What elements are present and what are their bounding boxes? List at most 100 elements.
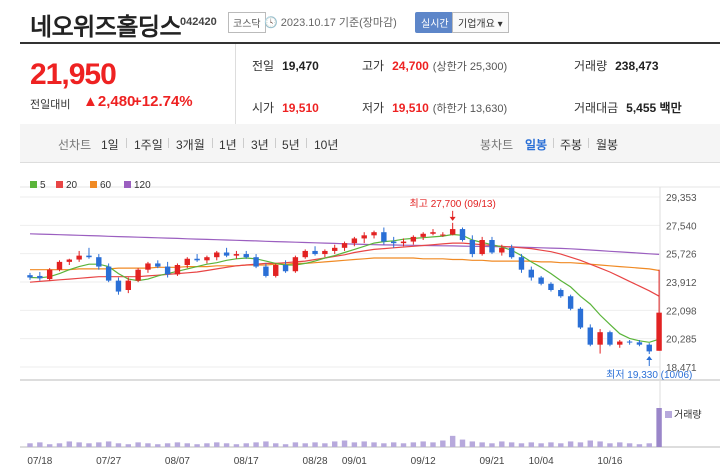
volume-bar (361, 441, 367, 447)
tab-3y[interactable]: 3년 (251, 138, 269, 152)
candle-body (253, 257, 259, 267)
open-price: 시가 19,510 (252, 99, 319, 116)
candle-body (223, 252, 230, 256)
y-tick-label: 22,098 (666, 306, 697, 317)
prev-close-value: 19,470 (282, 59, 319, 73)
tab-1w[interactable]: 1주일 (134, 138, 163, 152)
tab-weekly[interactable]: 주봉 (560, 138, 583, 152)
candle-body (174, 265, 181, 275)
volume-bar (626, 443, 633, 447)
candle-body (96, 257, 102, 267)
tab-daily[interactable]: 일봉 (525, 138, 548, 152)
candle-body (390, 241, 397, 244)
volume-bar (174, 442, 181, 447)
candle-body (37, 275, 43, 279)
clock-icon: 🕓 (264, 17, 281, 29)
low-arrow-head (646, 356, 653, 361)
high-arrow-head (449, 216, 456, 221)
volume-bar (27, 443, 33, 447)
realtime-button[interactable]: 실시간 (415, 12, 455, 33)
volume-bar (567, 441, 574, 447)
x-tick-label: 08/07 (165, 456, 190, 467)
candle-body (282, 265, 289, 272)
volume-bar (66, 441, 73, 447)
candle-body (105, 266, 112, 281)
volume-bar (558, 443, 564, 447)
volume-bar (233, 444, 240, 447)
ma60-line (30, 257, 660, 272)
y-tick-label: 20,285 (666, 335, 697, 346)
x-tick-label: 07/18 (27, 456, 52, 467)
line-chart-label: 선차트 (58, 138, 92, 152)
trade-amount: 거래대금 5,455 백만 (574, 99, 682, 116)
candle-body (626, 341, 633, 343)
volume-bar (194, 444, 200, 447)
volume-bar (184, 443, 190, 447)
volume-bar (420, 441, 426, 447)
candle-body (381, 232, 387, 242)
tab-separator (168, 138, 169, 148)
volume-bar (440, 440, 446, 447)
low-label: 저가 (362, 101, 385, 115)
tab-5y[interactable]: 5년 (282, 138, 300, 152)
legend-swatch (90, 181, 97, 188)
company-info-dropdown[interactable]: 기업개요 ▾ (452, 12, 509, 33)
tab-separator (275, 138, 276, 148)
ma20-line (29, 242, 660, 297)
candle-body (194, 258, 200, 261)
tab-1y[interactable]: 1년 (219, 138, 237, 152)
volume-bar (528, 442, 535, 447)
volume-legend-label: 거래량 (674, 409, 702, 421)
tab-10y[interactable]: 10년 (314, 138, 339, 152)
low-value: 19,510 (392, 101, 429, 115)
candle-body (400, 241, 407, 244)
x-tick-label: 10/04 (529, 456, 554, 467)
tab-3m[interactable]: 3개월 (176, 138, 205, 152)
lower-limit: (하한가 13,630) (432, 103, 508, 115)
legend-label: 20 (66, 180, 78, 191)
candle-body (538, 277, 544, 284)
low-annotation: 최저 19,330 (10/06) (606, 369, 692, 381)
candle-body (204, 257, 210, 261)
volume-bar (459, 439, 466, 447)
volume-bar (332, 441, 338, 447)
x-tick-label: 08/28 (303, 456, 328, 467)
candle-body (371, 232, 377, 236)
candle-body (243, 254, 249, 258)
candle-body (27, 275, 33, 278)
tab-1d[interactable]: 1일 (101, 138, 119, 152)
candle-body (155, 263, 161, 267)
candle-body (469, 240, 476, 255)
volume-bar (292, 442, 299, 447)
high-price: 고가 24,700 (상한가 25,300) (362, 57, 507, 74)
candle-body (125, 280, 131, 290)
volume-bar (518, 443, 525, 447)
candle-body (646, 344, 652, 352)
candle-body (607, 332, 613, 345)
base-date: 🕓 2023.10.17 기준(장마감) (264, 14, 397, 30)
candle-body (518, 257, 525, 270)
volume-bar (96, 442, 102, 447)
volume-bar (577, 442, 584, 447)
candle-body (273, 265, 279, 276)
price-panel: 21,950 전일대비 ▲2,480 +12.74% 전일 19,470 고가 24… (20, 42, 720, 126)
tab-separator (553, 138, 554, 148)
volume-bar (86, 443, 92, 447)
low-price: 저가 19,510 (하한가 13,630) (362, 99, 507, 116)
change-value: ▲2,480 (83, 93, 136, 110)
candle-body (164, 266, 171, 275)
x-tick-label: 09/12 (411, 456, 436, 467)
ma5-line (29, 233, 660, 343)
volume-bar (636, 444, 643, 447)
legend-label: 60 (100, 180, 112, 191)
volume-bar (105, 441, 112, 447)
base-date-text: 2023.10.17 기준(장마감) (280, 17, 397, 29)
candle-body (597, 332, 603, 345)
stock-name: 네오위즈홀딩스 (30, 14, 182, 41)
volume-bar (656, 408, 662, 447)
candle-chart-label: 봉차트 (480, 138, 514, 152)
tab-monthly[interactable]: 월봉 (596, 138, 619, 152)
volume-bar (135, 442, 141, 447)
amount-label: 거래대금 (574, 101, 619, 115)
prev-close-label: 전일 (252, 59, 275, 73)
